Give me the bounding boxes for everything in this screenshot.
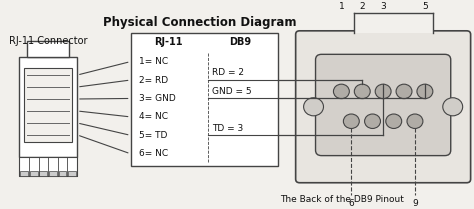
Bar <box>39 171 47 176</box>
Text: RJ-11: RJ-11 <box>154 37 182 47</box>
Bar <box>19 57 77 157</box>
Bar <box>20 171 28 176</box>
Bar <box>19 157 77 176</box>
Text: 1: 1 <box>338 2 344 11</box>
Text: DB9: DB9 <box>229 37 251 47</box>
Text: 5: 5 <box>422 2 428 11</box>
Text: GND = 5: GND = 5 <box>212 87 252 96</box>
Text: 4= NC: 4= NC <box>138 112 168 121</box>
Circle shape <box>375 84 391 99</box>
Text: 2: 2 <box>359 2 365 11</box>
Text: RJ-11 Connector: RJ-11 Connector <box>9 36 88 46</box>
Circle shape <box>304 98 323 116</box>
Bar <box>131 33 278 166</box>
Text: 6= NC: 6= NC <box>138 149 168 158</box>
Bar <box>68 171 76 176</box>
Circle shape <box>443 98 463 116</box>
Bar <box>49 171 57 176</box>
Text: 9: 9 <box>412 199 418 208</box>
Circle shape <box>365 114 381 129</box>
Circle shape <box>343 114 359 129</box>
Text: 1= NC: 1= NC <box>138 57 168 66</box>
Circle shape <box>407 114 423 129</box>
Bar <box>24 68 72 142</box>
Circle shape <box>333 84 349 99</box>
Bar <box>27 41 69 57</box>
Text: 5= TD: 5= TD <box>138 131 167 140</box>
Circle shape <box>354 84 370 99</box>
FancyBboxPatch shape <box>296 31 471 183</box>
Bar <box>354 13 433 33</box>
Bar <box>59 171 66 176</box>
Text: 6: 6 <box>348 199 354 208</box>
Circle shape <box>396 84 412 99</box>
Circle shape <box>417 84 433 99</box>
Text: Physical Connection Diagram: Physical Connection Diagram <box>103 16 297 29</box>
Text: TD = 3: TD = 3 <box>212 124 243 133</box>
Text: 2= RD: 2= RD <box>138 75 168 84</box>
Text: The Back of the DB9 Pinout: The Back of the DB9 Pinout <box>280 195 404 204</box>
FancyBboxPatch shape <box>316 54 451 156</box>
Circle shape <box>386 114 401 129</box>
Text: RD = 2: RD = 2 <box>212 68 244 77</box>
Bar <box>30 171 37 176</box>
Text: 3= GND: 3= GND <box>138 94 175 103</box>
Text: 3: 3 <box>380 2 386 11</box>
